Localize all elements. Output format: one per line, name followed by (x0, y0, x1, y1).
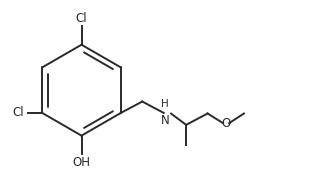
Text: N: N (161, 114, 170, 127)
Text: Cl: Cl (76, 12, 87, 25)
Text: H: H (161, 99, 169, 109)
Text: Cl: Cl (12, 106, 24, 119)
Text: O: O (221, 117, 230, 130)
Text: OH: OH (72, 156, 91, 169)
